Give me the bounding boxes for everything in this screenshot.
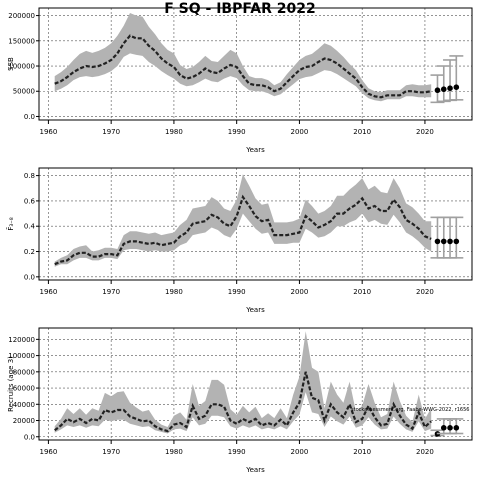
- forecast-point: [440, 425, 447, 431]
- forecast-point: [434, 238, 441, 245]
- plot-frame: [38, 327, 473, 441]
- x-tick-label: 1960: [39, 288, 57, 296]
- x-tick-label: 1990: [228, 288, 246, 296]
- watermark-text: stockassessment.org, Faabe-WWG-2022, r16…: [351, 407, 469, 413]
- x-tick-label: 1980: [165, 288, 183, 296]
- x-tick-label: 2010: [353, 448, 371, 456]
- plot-frame: [38, 7, 473, 121]
- chart-panel-2: 1960 1970 1980 1990 2000 2010 2020 0.0 0.2 0.4 0.6…: [6, 167, 473, 314]
- forecast-point: [447, 85, 453, 92]
- x-tick-label: 2020: [416, 128, 434, 136]
- y-axis-label: F̄₃₋₈: [6, 217, 15, 231]
- x-tick-label: 1990: [228, 448, 246, 456]
- y-tick-label: 0.4: [24, 223, 36, 231]
- x-tick-label: 2000: [291, 128, 309, 136]
- y-tick-label: 20000: [13, 417, 35, 425]
- x-tick-label: 2000: [291, 288, 309, 296]
- y-tick-label: 60000: [13, 385, 35, 393]
- forecast-point: [453, 238, 460, 245]
- x-tick-label: 2020: [416, 448, 434, 456]
- x-tick-label: 2000: [291, 448, 309, 456]
- x-tick-label: 1970: [102, 448, 120, 456]
- forecast-point: [453, 425, 460, 431]
- x-tick-label: 2010: [353, 288, 371, 296]
- confidence-band: [54, 174, 432, 267]
- x-tick-label: 1960: [39, 448, 57, 456]
- forecast-point: [447, 425, 453, 431]
- y-tick-label: 100000: [8, 63, 35, 71]
- forecast-point: [440, 238, 447, 245]
- x-tick-label: 1980: [165, 128, 183, 136]
- y-tick-label: 40000: [13, 401, 35, 409]
- x-tick-label: 1970: [102, 128, 120, 136]
- y-tick-label: 0.0: [24, 433, 35, 441]
- x-axis-label: Years: [245, 146, 265, 154]
- forecast-point: [440, 86, 447, 93]
- x-tick-label: 1960: [39, 128, 57, 136]
- forecast-point: [453, 84, 460, 91]
- x-tick-label: 1980: [165, 448, 183, 456]
- y-tick-label: 200000: [8, 12, 35, 20]
- y-tick-label: 150000: [8, 37, 35, 45]
- y-tick-label: 0.0: [24, 113, 35, 121]
- y-tick-label: 0.0: [24, 273, 35, 281]
- chart-panel-3: 1960 1970 1980 1990 2000 2010 2020 0.0 20000 4000…: [7, 327, 473, 474]
- y-tick-label: 100000: [8, 352, 35, 360]
- plot-frame: [38, 167, 473, 281]
- estimate-line: [54, 194, 432, 266]
- x-axis-label: Years: [245, 306, 265, 314]
- y-tick-label: 120000: [8, 336, 35, 344]
- y-axis-label: Recruits (age 3): [7, 356, 15, 412]
- y-tick-label: 50000: [13, 88, 35, 96]
- y-tick-label: 0.6: [24, 197, 36, 205]
- estimate-line: [54, 34, 432, 99]
- confidence-band: [54, 331, 432, 434]
- x-axis-label: Years: [245, 466, 265, 474]
- chart-panel-1: 1960 1970 1980 1990 2000 2010 2020 0.0 50000 1000…: [7, 7, 473, 154]
- forecast-point: [447, 238, 453, 245]
- figure-title: F SQ - IBPFAR 2022: [164, 1, 316, 17]
- y-tick-label: 80000: [13, 368, 35, 376]
- forecast-point: [434, 87, 441, 94]
- confidence-band: [54, 13, 432, 102]
- estimate-line: [54, 371, 432, 433]
- x-tick-label: 2010: [353, 128, 371, 136]
- y-tick-label: 0.8: [24, 172, 35, 180]
- y-axis-label: SSB: [7, 57, 15, 71]
- x-tick-label: 2020: [416, 288, 434, 296]
- x-tick-label: 1970: [102, 288, 120, 296]
- y-tick-label: 0.2: [24, 248, 35, 256]
- x-tick-label: 1990: [228, 128, 246, 136]
